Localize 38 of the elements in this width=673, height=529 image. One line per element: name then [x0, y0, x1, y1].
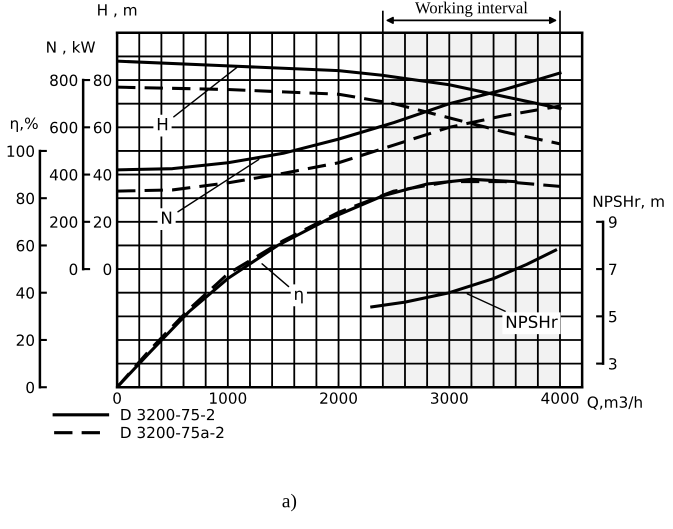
y3-tick-label: 60 [16, 240, 34, 252]
y2-axis-title: N , kW [47, 41, 96, 54]
annotation: η [295, 290, 303, 304]
y3-tick-label: 80 [16, 192, 34, 204]
y3-tick-label: 20 [16, 334, 34, 346]
x-axis-title: Q,m3/h [588, 396, 642, 410]
y-tick-label: 80 [94, 74, 112, 86]
y2-tick-label: 600 [50, 122, 78, 134]
y3-axis-title: η,% [10, 118, 38, 132]
y2-tick-label: 200 [50, 216, 78, 228]
y2-tick-label: 0 [70, 264, 78, 276]
y-tick-label: 40 [94, 169, 112, 181]
x-tick-label: 2000 [320, 392, 357, 404]
annotation: N [162, 212, 172, 224]
y-axis-title: H , m [98, 4, 136, 18]
y-tick-label: 0 [104, 264, 112, 276]
y-tick-label: 7 [609, 264, 616, 275]
annotation: H [158, 118, 168, 130]
legend-label: D 3200-75-2 [121, 408, 214, 420]
x-tick-label: 4000 [541, 392, 578, 404]
x-tick-label: 3000 [431, 392, 468, 404]
x-tick-label: 0 [113, 392, 121, 404]
y-tick-label: 9 [608, 216, 617, 228]
x-tick-label: 1000 [210, 392, 246, 404]
annotation: NPSHr [506, 316, 558, 328]
y2-tick-label: 400 [50, 169, 78, 181]
y3-tick-label: 100 [8, 145, 34, 157]
legend-label: D 3200-75a-2 [121, 426, 224, 438]
y-tick-label: 20 [94, 216, 112, 228]
y3-tick-label: 40 [16, 287, 34, 299]
y3-tick-label: 0 [26, 382, 34, 394]
y-tick-label: 5 [609, 311, 616, 322]
y2-tick-label: 800 [50, 74, 78, 86]
y-tick-label: 3 [609, 358, 616, 370]
text: a) [282, 494, 296, 512]
y-axis-title: NPSHr, m [594, 195, 664, 209]
y-tick-label: 60 [94, 122, 112, 134]
legend-label: Working interval [414, 2, 528, 17]
